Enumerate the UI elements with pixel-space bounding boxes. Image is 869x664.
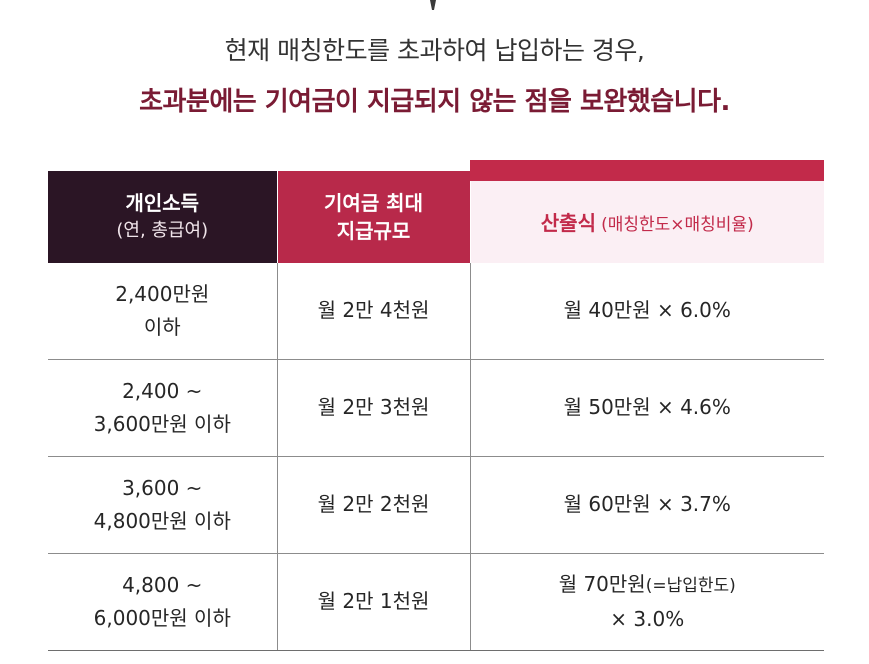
cell-formula: 월 60만원 × 3.7% [470, 456, 824, 554]
income-line-1: 2,400 ~ [122, 378, 203, 403]
formula-line-1: 월 40만원 × 6.0% [563, 298, 731, 322]
header-income-sublabel: (연, 총급여) [116, 219, 209, 241]
header-formula: 산출식 (매칭한도×매칭비율) [470, 160, 824, 263]
income-line-1: 4,800 ~ [122, 572, 203, 597]
header-formula-title: 산출식 [540, 211, 596, 236]
table-row: 3,600 ~ 4,800만원 이하 월 2만 2천원 월 60만원 × 3.7… [48, 456, 824, 554]
table-row: 2,400만원 이하 월 2만 4천원 월 40만원 × 6.0% [48, 262, 824, 360]
income-line-2: 3,600만원 이하 [93, 411, 231, 436]
contribution-table: 개인소득 (연, 총급여) 기여금 최대 지급규모 산출식 (매칭한도×매칭비율… [48, 160, 824, 651]
headline: 현재 매칭한도를 초과하여 납입하는 경우, 초과분에는 기여금이 지급되지 않… [0, 30, 869, 122]
headline-line-1: 현재 매칭한도를 초과하여 납입하는 경우, [224, 36, 645, 65]
income-line-2: 6,000만원 이하 [93, 605, 231, 630]
cell-max-payment: 월 2만 2천원 [277, 456, 471, 554]
cell-max-payment: 월 2만 1천원 [277, 553, 471, 651]
top-marker-icon [430, 0, 436, 10]
cell-max-payment: 월 2만 4천원 [277, 262, 471, 360]
header-max-line-1: 기여금 최대 [324, 190, 423, 215]
header-max-payment: 기여금 최대 지급규모 [277, 170, 471, 263]
header-income-label: 개인소득 [125, 190, 200, 215]
header-max-line-2: 지급규모 [336, 218, 411, 243]
headline-line-2: 초과분에는 기여금이 지급되지 않는 점을 보완했습니다. [139, 87, 730, 117]
cell-income: 2,400 ~ 3,600만원 이하 [48, 359, 278, 457]
cell-income: 4,800 ~ 6,000만원 이하 [48, 553, 278, 651]
table-row: 4,800 ~ 6,000만원 이하 월 2만 1천원 월 70만원(=납입한도… [48, 553, 825, 651]
cell-income: 2,400만원 이하 [48, 262, 278, 360]
cell-formula: 월 70만원(=납입한도) × 3.0% [470, 553, 825, 651]
income-line-2: 4,800만원 이하 [93, 508, 231, 533]
income-line-1: 2,400만원 [115, 281, 210, 306]
formula-line-1: 월 60만원 × 3.7% [563, 492, 731, 516]
income-line-2: 이하 [143, 314, 181, 339]
cell-formula: 월 40만원 × 6.0% [470, 262, 824, 360]
table-row: 2,400 ~ 3,600만원 이하 월 2만 3천원 월 50만원 × 4.6… [48, 359, 824, 457]
cell-max-payment: 월 2만 3천원 [277, 359, 471, 457]
table-header-row: 개인소득 (연, 총급여) 기여금 최대 지급규모 산출식 (매칭한도×매칭비율… [48, 160, 824, 263]
formula-line-2: × 3.0% [610, 606, 685, 631]
cell-income: 3,600 ~ 4,800만원 이하 [48, 456, 278, 554]
cell-formula: 월 50만원 × 4.6% [470, 359, 824, 457]
formula-note: (=납입한도) [645, 575, 736, 596]
header-formula-note: (매칭한도×매칭비율) [601, 215, 754, 236]
formula-line-1: 월 50만원 × 4.6% [563, 395, 731, 419]
header-income: 개인소득 (연, 총급여) [48, 170, 278, 263]
formula-line-1: 월 70만원(=납입한도) [471, 568, 825, 603]
formula-amount: 월 70만원 [558, 571, 646, 596]
income-line-1: 3,600 ~ [122, 475, 203, 500]
